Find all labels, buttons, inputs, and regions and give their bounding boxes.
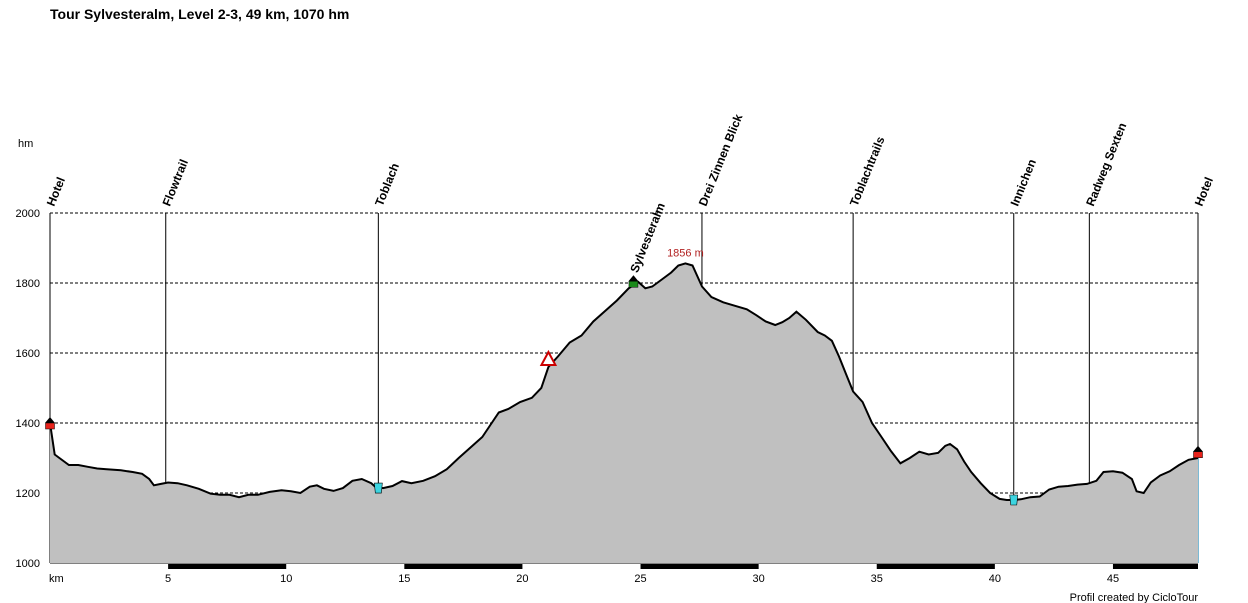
x-axis-unit-label: km — [49, 573, 64, 585]
waypoint-label: Radweg Sexten — [1083, 121, 1129, 208]
km-bar-segment — [640, 564, 759, 569]
y-tick-1600: 1600 — [16, 348, 40, 360]
km-scale-bar — [168, 564, 1198, 569]
waypoint-label: Hotel — [1192, 175, 1216, 208]
hut-icon — [628, 281, 639, 288]
waypoint-lines — [49, 213, 1199, 500]
x-tick-5: 5 — [165, 573, 171, 585]
y-tick-1000: 1000 — [16, 558, 40, 570]
km-bar-segment — [404, 564, 523, 569]
warning-icon — [539, 349, 558, 366]
waypoint-label: Flowtrail — [160, 157, 191, 208]
y-tick-2000: 2000 — [16, 208, 40, 220]
y-tick-1400: 1400 — [16, 418, 40, 430]
x-tick-20: 20 — [516, 573, 528, 585]
x-tick-25: 25 — [634, 573, 646, 585]
x-tick-35: 35 — [871, 573, 883, 585]
credit-text: Profil created by CicloTour — [1070, 592, 1199, 603]
waypoint-label: Toblachtrails — [847, 134, 888, 208]
elevation-area — [50, 263, 1198, 563]
house-icon — [1193, 451, 1203, 458]
waypoint-label: Toblach — [372, 161, 402, 208]
y-axis-unit-label: hm — [18, 138, 33, 150]
waypoint-label: Sylvesteralm — [627, 201, 668, 275]
km-bar-segment — [168, 564, 287, 569]
waypoint-markers — [45, 275, 1203, 506]
house-roof-icon — [45, 417, 55, 423]
peak-altitude-label: 1856 m — [667, 247, 704, 259]
y-axis-ticks: 1000 1200 1400 1600 1800 2000 — [16, 208, 40, 570]
x-tick-30: 30 — [753, 573, 765, 585]
house-roof-icon — [1193, 445, 1203, 452]
waypoint-label: Innichen — [1008, 157, 1039, 208]
waypoint-labels: Hotel Flowtrail Toblach Sylvesteralm Drei Zi… — [44, 112, 1216, 275]
house-icon — [45, 422, 55, 430]
hut-roof-icon — [628, 275, 639, 282]
x-axis-ticks: 5 10 15 20 25 30 35 40 45 — [165, 573, 1119, 585]
drink-icon — [1009, 494, 1019, 506]
x-tick-15: 15 — [398, 573, 410, 585]
waypoint-label: Hotel — [44, 175, 68, 208]
x-tick-40: 40 — [989, 573, 1001, 585]
drink-icon — [374, 482, 383, 494]
x-tick-10: 10 — [280, 573, 292, 585]
y-tick-1200: 1200 — [16, 488, 40, 500]
km-bar-segment — [876, 564, 995, 569]
km-bar-segment — [1112, 564, 1198, 569]
x-tick-45: 45 — [1107, 573, 1119, 585]
waypoint-label: Drei Zinnen Blick — [696, 112, 746, 208]
chart-title: Tour Sylvesteralm, Level 2-3, 49 km, 107… — [50, 6, 349, 22]
y-tick-1800: 1800 — [16, 278, 40, 290]
